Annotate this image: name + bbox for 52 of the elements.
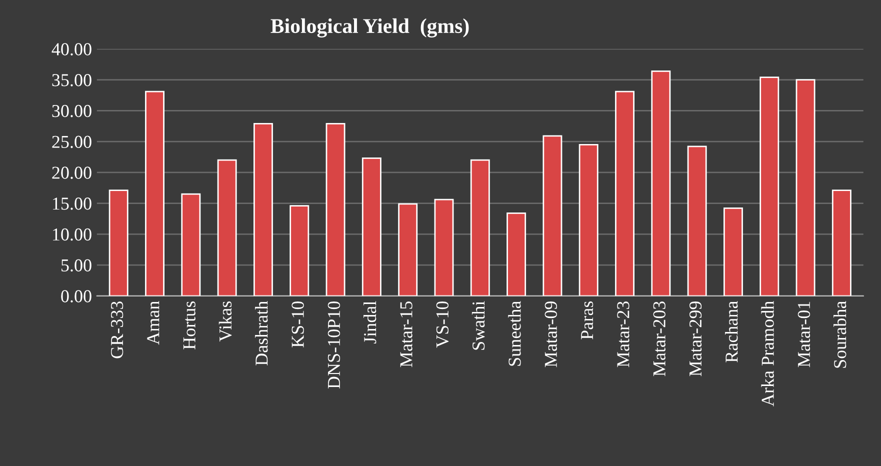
bar (217, 159, 237, 296)
x-tick-label: Sourabha (834, 301, 846, 368)
x-tick-label: Vikas (218, 301, 232, 342)
y-tick-label: 25.00 (52, 136, 92, 148)
x-tick-label: Aman (147, 301, 160, 345)
y-tick-label: 10.00 (53, 228, 92, 241)
bar (290, 205, 310, 296)
x-tick-label: Suneetha (508, 301, 521, 366)
bar (434, 198, 454, 296)
bar (181, 193, 201, 296)
bar (832, 190, 852, 296)
bar (470, 159, 490, 296)
x-tick-label: Hortus (183, 301, 196, 350)
x-tick-label: Matar-299 (689, 302, 702, 376)
bar (578, 144, 598, 296)
y-tick-label: 15.00 (53, 198, 92, 210)
bar (398, 203, 418, 296)
y-tick-label: 40.00 (52, 43, 92, 56)
x-tick-label: Paras (581, 301, 594, 340)
x-tick-label: Matar-15 (400, 301, 412, 368)
x-tick-label: Arka Pramodh (761, 301, 774, 406)
x-tick-label: DNS-10P10 (328, 301, 340, 389)
x-tick-label: Matar-23 (617, 301, 630, 368)
bar (362, 158, 382, 296)
bar (687, 146, 707, 296)
x-tick-label: Dashrath (255, 301, 268, 366)
x-tick-label: GR-333 (110, 301, 124, 358)
x-tick-label: Matar-09 (544, 302, 557, 368)
bar (108, 190, 128, 296)
bar (796, 79, 816, 296)
x-tick-label: Rachana (725, 301, 738, 362)
bar (615, 90, 634, 296)
chart-title: Biological Yield (gms) (270, 18, 469, 38)
x-tick-label: Swathi (472, 301, 485, 350)
bar (542, 135, 562, 296)
y-tick-label: 0.00 (61, 290, 92, 302)
bar (326, 122, 346, 296)
bar (253, 122, 273, 296)
y-tick-label: 20.00 (52, 166, 92, 179)
x-tick-label: Jindal (363, 301, 376, 344)
y-tick-label: 30.00 (52, 104, 92, 118)
bar (760, 76, 780, 296)
bar (145, 90, 164, 296)
bar (723, 208, 743, 296)
x-tick-label: KS-10 (292, 301, 304, 348)
x-tick-label: VS-10 (436, 301, 449, 348)
x-tick-label: Matar-203 (653, 301, 666, 376)
x-tick-label: Matar-01 (798, 302, 810, 368)
bar (651, 70, 671, 296)
y-tick-label: 35.00 (52, 74, 92, 86)
bar (506, 212, 526, 296)
y-tick-label: 5.00 (62, 259, 92, 272)
